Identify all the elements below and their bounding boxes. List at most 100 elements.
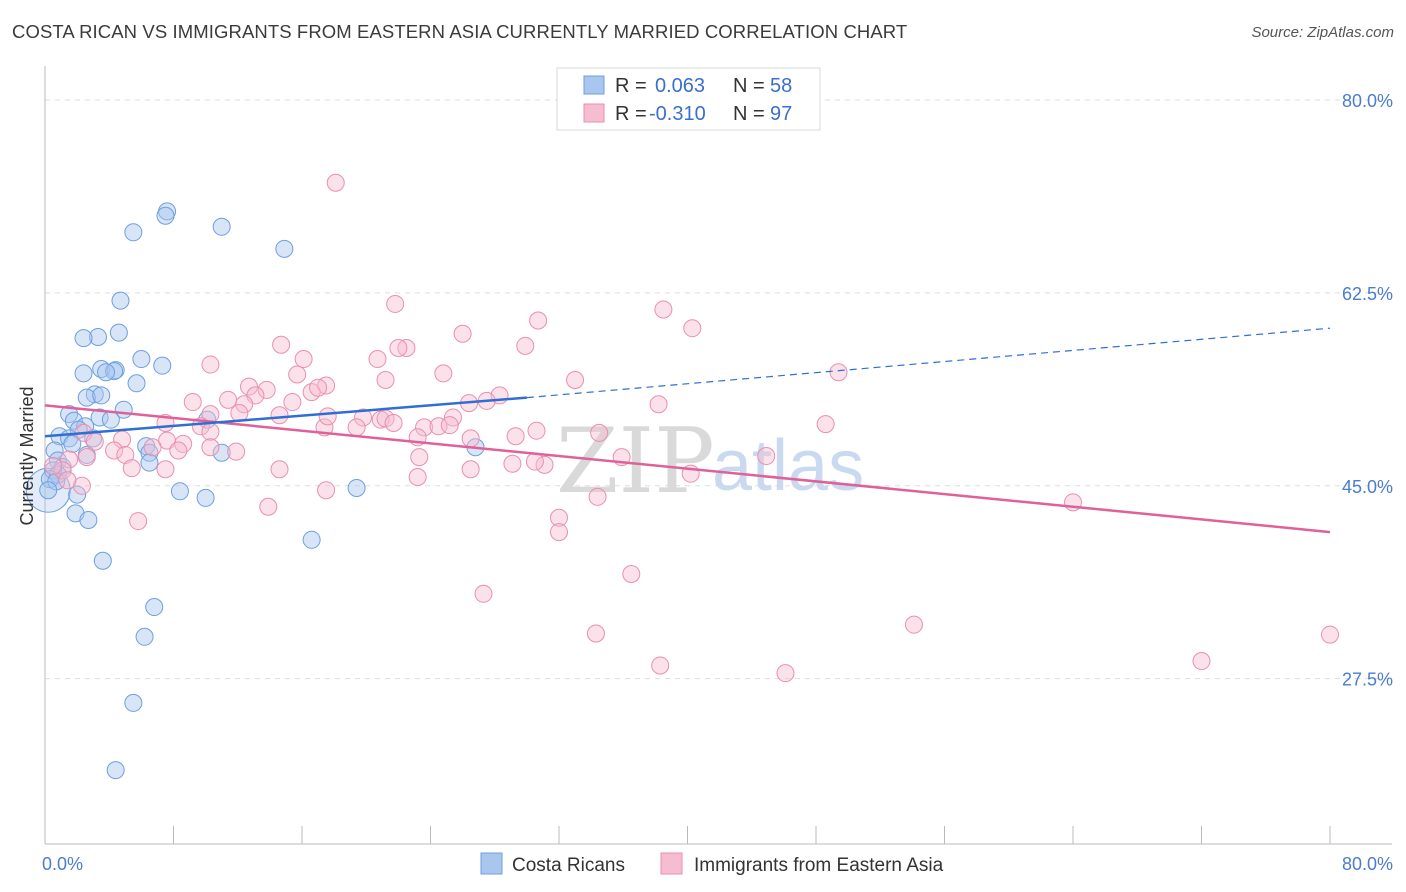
data-point-immigrants — [270, 406, 289, 425]
data-point-immigrants — [550, 523, 568, 542]
x-tick-label: 80.0% — [1342, 854, 1393, 874]
data-point-costa-ricans — [106, 761, 125, 780]
data-point-costa-ricans — [212, 217, 231, 236]
data-point-immigrants — [318, 407, 337, 426]
data-point-immigrants — [105, 441, 124, 460]
data-point-immigrants — [283, 393, 302, 412]
data-point-costa-ricans — [347, 479, 366, 498]
data-point-costa-ricans — [145, 598, 164, 617]
bottom-legend-swatch-pink — [660, 852, 683, 875]
data-point-costa-ricans — [156, 206, 175, 225]
data-point-immigrants — [529, 311, 548, 330]
data-point-costa-ricans — [140, 453, 159, 472]
data-point-costa-ricans — [132, 350, 151, 369]
data-point-costa-ricans — [170, 482, 189, 501]
data-point-immigrants — [590, 423, 609, 442]
data-point-costa-ricans — [74, 329, 93, 348]
data-point-costa-ricans — [111, 291, 130, 310]
data-point-costa-ricans — [64, 411, 83, 430]
data-point-immigrants — [235, 395, 254, 414]
data-point-immigrants — [683, 319, 702, 338]
axes — [44, 66, 1392, 845]
data-point-immigrants — [201, 422, 220, 441]
data-point-costa-ricans — [89, 328, 108, 347]
data-point-immigrants — [474, 584, 493, 603]
data-point-immigrants — [60, 450, 79, 469]
data-point-immigrants — [201, 355, 220, 374]
data-point-immigrants — [272, 335, 291, 354]
data-point-costa-ricans — [124, 693, 143, 712]
chart-title: COSTA RICAN VS IMMIGRANTS FROM EASTERN A… — [12, 21, 908, 42]
data-point-immigrants — [384, 413, 403, 432]
legend-n-label-2: N = — [733, 103, 765, 125]
data-point-costa-ricans — [196, 488, 215, 507]
data-point-immigrants — [227, 442, 246, 461]
data-point-immigrants — [294, 350, 313, 369]
data-point-immigrants — [654, 300, 673, 319]
gridlines — [45, 99, 1392, 680]
legend-r-label-1: R = — [615, 75, 647, 97]
data-point-immigrants — [586, 624, 605, 643]
data-point-immigrants — [259, 497, 278, 516]
data-point-immigrants — [368, 350, 387, 369]
data-point-immigrants — [649, 395, 668, 414]
data-point-immigrants — [461, 429, 480, 448]
data-point-immigrants — [503, 454, 522, 473]
y-tick-label: 27.5% — [1342, 670, 1393, 690]
data-point-immigrants — [386, 294, 405, 313]
data-point-immigrants — [309, 378, 328, 397]
data-point-costa-ricans — [63, 434, 82, 453]
data-point-costa-ricans — [127, 374, 146, 393]
data-point-costa-ricans — [153, 356, 172, 375]
y-axis-title: Currently Married — [17, 386, 37, 525]
y-tick-label: 45.0% — [1342, 477, 1393, 497]
data-point-immigrants — [408, 467, 427, 486]
data-point-immigrants — [550, 508, 568, 527]
y-tick-labels: 27.5% 45.0% 62.5% 80.0% — [1342, 91, 1393, 690]
data-point-immigrants — [53, 461, 72, 480]
legend-n-value-1: 58 — [770, 75, 792, 97]
data-point-immigrants — [525, 452, 544, 471]
data-point-immigrants — [453, 324, 472, 343]
data-point-costa-ricans — [92, 386, 111, 405]
data-point-immigrants — [757, 447, 776, 466]
data-point-immigrants — [527, 421, 546, 440]
data-point-costa-ricans — [124, 223, 143, 242]
legend-swatch-pink — [583, 103, 605, 123]
legend-swatch-blue — [583, 75, 605, 95]
data-point-costa-ricans — [39, 481, 58, 500]
data-point-costa-ricans — [68, 485, 87, 504]
source-credit: Source: ZipAtlas.com — [1251, 24, 1394, 41]
data-point-immigrants — [566, 370, 585, 389]
trend-line-immigrants — [44, 404, 1331, 534]
bottom-legend-label-2: Immigrants from Eastern Asia — [694, 855, 944, 876]
bottom-legend-swatch-blue — [480, 852, 503, 875]
data-point-immigrants — [440, 416, 459, 435]
data-point-costa-ricans — [140, 443, 159, 462]
data-point-immigrants — [270, 460, 289, 479]
data-point-immigrants — [1321, 625, 1339, 644]
data-point-immigrants — [622, 564, 641, 583]
series-costa-ricans — [25, 202, 485, 780]
data-point-costa-ricans — [97, 363, 116, 382]
data-point-immigrants — [85, 432, 104, 451]
data-point-costa-ricans — [135, 627, 154, 646]
data-point-costa-ricans — [275, 239, 294, 258]
data-point-costa-ricans — [77, 388, 96, 407]
data-point-immigrants — [516, 336, 535, 355]
data-point-immigrants — [156, 460, 175, 479]
data-point-immigrants — [776, 664, 795, 683]
data-point-costa-ricans — [74, 364, 93, 383]
data-point-costa-ricans — [109, 323, 128, 342]
data-point-costa-ricans — [101, 410, 120, 429]
legend-n-label-1: N = — [733, 75, 765, 97]
data-point-immigrants — [58, 471, 77, 490]
data-point-immigrants — [317, 481, 336, 500]
data-point-immigrants — [829, 363, 848, 382]
data-point-immigrants — [169, 441, 188, 460]
legend-r-value-1: 0.063 — [655, 75, 705, 97]
data-point-immigrants — [77, 448, 96, 467]
watermark: ZIP atlas — [556, 409, 864, 514]
data-point-immigrants — [651, 656, 670, 675]
y-tick-label: 62.5% — [1342, 284, 1393, 304]
